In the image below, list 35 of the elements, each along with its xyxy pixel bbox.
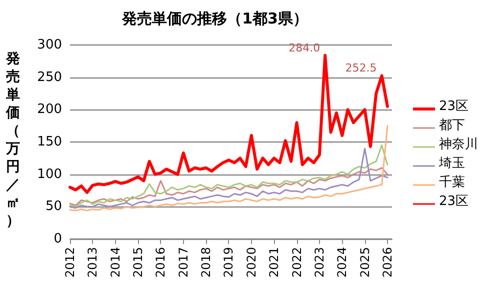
line-series xyxy=(69,167,388,206)
x-tick-label: 2016 xyxy=(154,247,168,278)
line-series xyxy=(68,54,389,194)
x-tick-label: 2022 xyxy=(290,247,304,278)
x-tick-label: 2021 xyxy=(267,247,282,278)
legend-label: 千葉 xyxy=(439,175,465,190)
y-tick-label: 100 xyxy=(37,166,62,182)
x-tick-label: 2013 xyxy=(86,247,100,278)
x-tick-label: 2023 xyxy=(312,247,326,278)
y-tick-label: 0 xyxy=(54,232,62,246)
x-tick-label: 2017 xyxy=(176,247,190,278)
x-tick-label: 2024 xyxy=(335,247,350,278)
y-tick-label: 200 xyxy=(37,102,62,118)
text: 発売単価（万円／㎡） xyxy=(6,51,20,229)
chart-title: 発売単価の推移（1都3県） xyxy=(121,10,308,28)
annotation: 252.5 xyxy=(345,62,377,75)
x-tick-label: 2025 xyxy=(358,247,372,278)
x-tick-label: 2019 xyxy=(222,247,236,278)
legend-label: 23区 xyxy=(439,194,469,209)
x-tick-label: 2018 xyxy=(199,247,214,278)
y-tick-label: 300 xyxy=(37,38,62,52)
y-tick-label: 150 xyxy=(37,134,62,150)
x-tick-label: 2015 xyxy=(131,247,146,278)
legend-label: 埼玉 xyxy=(438,156,465,171)
line-series xyxy=(69,125,388,212)
x-tick-label: 2014 xyxy=(108,247,122,278)
legend-label: 都下 xyxy=(439,118,465,133)
x-tick-label: 2020 xyxy=(244,247,258,278)
x-tick-label: 2012 xyxy=(63,247,77,278)
legend-label: 23区 xyxy=(439,99,469,114)
y-tick-label: 50 xyxy=(45,199,62,214)
y-tick-label: 250 xyxy=(37,70,62,85)
legend-label: 神奈川 xyxy=(439,137,478,152)
annotation: 284.0 xyxy=(288,41,320,54)
x-tick-label: 2026 xyxy=(380,247,394,278)
